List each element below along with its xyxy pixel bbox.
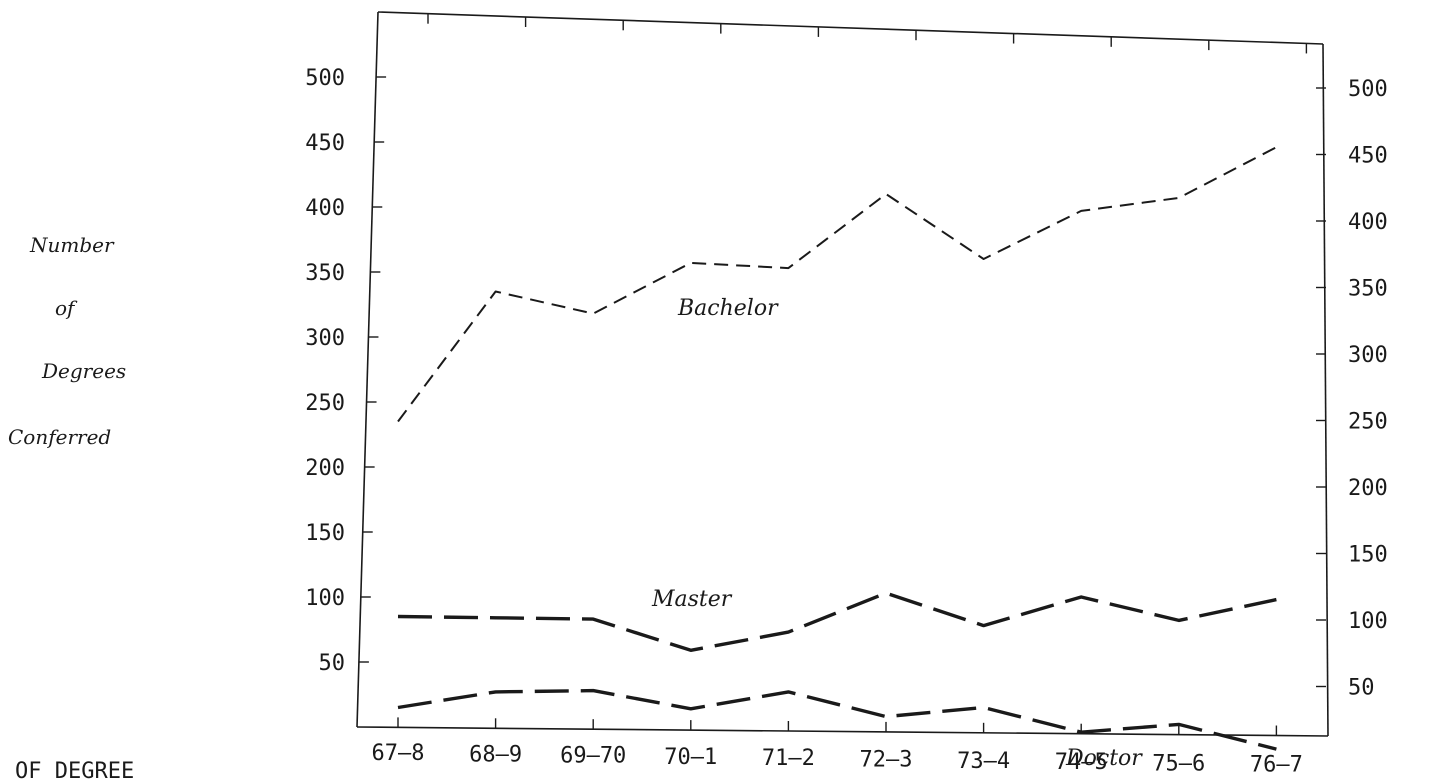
ytick-label-left: 150 — [305, 521, 345, 546]
series-line-doctor — [397, 688, 1277, 751]
xtick-label: 70–1 — [664, 745, 717, 770]
xtick-label: 73–4 — [957, 749, 1010, 774]
series-line-bachelor — [397, 146, 1277, 423]
ytick-label-right: 200 — [1348, 476, 1388, 501]
xtick-label: 75–6 — [1152, 751, 1205, 776]
plot-frame — [356, 11, 1329, 737]
ytick-label-left: 400 — [305, 196, 345, 221]
ytick-label-right: 50 — [1348, 676, 1375, 701]
xtick-label: 69–70 — [560, 744, 626, 769]
ytick-label-left: 200 — [305, 456, 345, 481]
xtick-label: 71–2 — [762, 746, 815, 771]
ylabel-line-4: Conferred — [8, 425, 111, 449]
ytick-label-right: 400 — [1348, 210, 1388, 235]
ylabel-line-3: Degrees — [41, 359, 126, 383]
xtick-label: 72–3 — [860, 748, 913, 773]
frame-left — [356, 11, 379, 728]
ylabel-line-2: of — [55, 296, 78, 320]
ytick-label-right: 150 — [1348, 543, 1388, 568]
frame-right — [1322, 43, 1329, 737]
ytick-label-left: 100 — [305, 586, 345, 611]
ytick-label-right: 300 — [1348, 343, 1388, 368]
series-label-master: Master — [651, 587, 733, 612]
xtick-label: 68–9 — [469, 742, 522, 767]
ytick-label-right: 500 — [1348, 77, 1388, 102]
ytick-label-left: 450 — [305, 131, 345, 156]
frame-bottom — [356, 726, 1329, 737]
xtick-label: 76–7 — [1250, 753, 1303, 778]
ytick-label-right: 250 — [1348, 410, 1388, 435]
series-label-doctor: Doctor — [1065, 746, 1143, 771]
ytick-label-right: 100 — [1348, 609, 1388, 634]
ylabel-line-1: Number — [29, 233, 115, 257]
series-label-bachelor: Bachelor — [677, 296, 779, 321]
series-lines — [397, 146, 1277, 751]
ytick-label-left: 300 — [305, 326, 345, 351]
ytick-label-left: 350 — [305, 261, 345, 286]
ytick-label-right: 350 — [1348, 277, 1388, 302]
frame-top — [377, 11, 1324, 45]
xtick-label: 67–8 — [372, 741, 425, 766]
footer-text: OF DEGREE — [15, 759, 134, 783]
ytick-label-left: 500 — [305, 66, 345, 91]
ytick-label-left: 50 — [319, 651, 346, 676]
ytick-label-left: 250 — [305, 391, 345, 416]
ytick-label-right: 450 — [1348, 144, 1388, 169]
xtick-label: 74–5 — [1055, 750, 1108, 775]
series-line-master — [397, 591, 1277, 652]
axis-ticks — [358, 13, 1326, 736]
axis-labels: 50 100 150 200 250 300 350 400 450 500 50 100 150 200… — [305, 66, 1388, 778]
